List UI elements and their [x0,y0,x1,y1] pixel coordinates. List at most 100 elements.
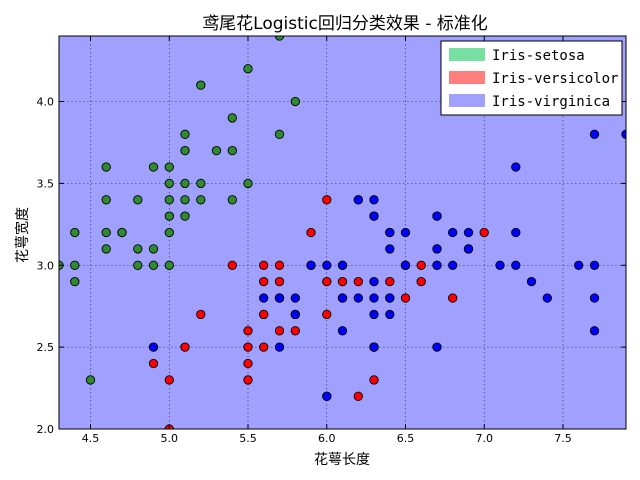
region-virginica [59,36,626,429]
point-setosa [274,129,285,139]
point-versicolor [243,326,253,336]
point-setosa [227,113,237,123]
point-virginica [337,260,348,270]
point-versicolor [385,276,395,287]
point-virginica [589,326,600,336]
point-setosa [180,195,190,205]
y-tick-label: 2.0 [37,423,55,436]
x-tick-label: 7.5 [554,432,572,445]
point-virginica [353,195,363,205]
x-tick-label: 6.0 [318,432,336,445]
point-virginica [259,293,269,303]
point-virginica [463,227,474,238]
point-virginica [322,391,332,401]
point-setosa [164,260,174,270]
point-virginica [385,309,395,320]
legend: Iris-setosa Iris-versicolor Iris-virgini… [440,40,623,116]
point-virginica [400,260,411,270]
y-tick-label: 3.0 [37,259,55,272]
point-virginica [369,342,379,352]
point-setosa [70,260,80,270]
point-virginica [448,227,458,238]
point-setosa [70,276,80,287]
x-tick-label: 4.5 [82,432,100,445]
point-setosa [180,145,190,156]
point-virginica [369,195,379,205]
point-setosa [243,64,253,74]
point-setosa [164,195,174,205]
point-virginica [511,227,521,238]
plot-area [58,35,627,430]
point-virginica [385,227,395,238]
point-virginica [369,293,379,303]
x-tick-labels: 4.5 5.0 5.5 6.0 6.5 7.0 7.5 [82,432,572,445]
point-setosa [101,195,111,205]
point-virginica [495,260,505,270]
point-setosa [227,145,237,156]
point-virginica [369,309,379,320]
point-versicolor [148,358,159,369]
x-tick-label: 6.5 [397,432,415,445]
point-versicolor [243,375,253,385]
point-setosa [101,244,111,254]
y-tick-labels: 2.0 2.5 3.0 3.5 4.0 [37,96,55,437]
point-versicolor [164,375,174,385]
point-virginica [574,260,584,270]
point-setosa [164,211,174,221]
point-setosa [148,244,159,254]
point-versicolor [369,375,379,385]
point-setosa [101,227,111,238]
point-setosa [180,129,190,139]
point-versicolor [243,358,253,369]
point-versicolor [306,227,316,238]
point-versicolor [400,293,411,303]
x-axis-label: 花萼长度 [314,452,370,468]
point-versicolor [479,227,489,238]
point-versicolor [259,276,269,287]
point-versicolor [259,260,269,270]
point-setosa [148,162,159,172]
point-setosa [211,145,222,156]
point-versicolor [322,195,332,205]
y-tick-label: 3.5 [37,177,55,190]
point-virginica [432,211,442,221]
point-virginica [448,260,458,270]
point-versicolor [196,309,206,320]
point-versicolor [322,309,332,320]
legend-swatch-versicolor [449,71,485,84]
point-virginica [432,260,442,270]
point-setosa [164,227,174,238]
point-versicolor [416,260,426,270]
x-tick-label: 5.0 [161,432,179,445]
point-virginica [274,342,285,352]
point-versicolor [180,342,190,352]
point-setosa [133,195,143,205]
point-setosa [196,178,206,189]
point-virginica [526,276,537,287]
point-versicolor [322,276,332,287]
point-virginica [432,342,442,352]
point-setosa [196,80,206,90]
point-versicolor [290,326,300,336]
point-virginica [369,276,379,287]
point-setosa [227,195,237,205]
point-virginica [385,244,395,254]
chart-title: 鸢尾花Logistic回归分类效果 - 标准化 [202,14,488,34]
point-versicolor [448,293,458,303]
point-setosa [243,178,253,189]
point-setosa [180,211,190,221]
point-versicolor [259,309,269,320]
point-virginica [337,293,348,303]
point-setosa [148,260,159,270]
legend-swatch-virginica [449,94,485,107]
point-virginica [432,244,442,254]
legend-swatch-setosa [449,48,485,61]
point-virginica [511,260,521,270]
point-setosa [101,162,111,172]
y-axis-label: 花萼宽度 [14,207,31,263]
point-versicolor [353,276,363,287]
point-virginica [542,293,552,303]
point-setosa [164,178,174,189]
point-versicolor [227,260,237,270]
point-virginica [274,293,285,303]
